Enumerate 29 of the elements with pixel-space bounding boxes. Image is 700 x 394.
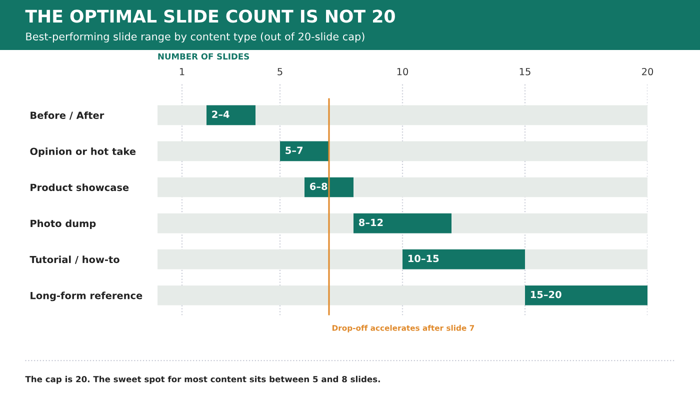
chart-title: THE OPTIMAL SLIDE COUNT IS NOT 20 — [25, 10, 395, 23]
data-label: 15–20 — [530, 290, 562, 298]
x-tick-label: 1 — [180, 68, 184, 76]
y-tick-label: Tutorial / how-to — [30, 256, 120, 264]
x-axis-title: NUMBER OF SLIDES — [158, 53, 249, 60]
data-label: 10–15 — [408, 254, 439, 262]
bar — [158, 177, 648, 198]
y-tick-label: Photo dump — [30, 220, 96, 230]
x-tick-label: 10 — [397, 68, 408, 76]
data-label: 2–4 — [212, 110, 230, 118]
x-tick-label: 5 — [278, 68, 282, 76]
bar — [525, 285, 648, 306]
data-label: 6–8 — [310, 182, 328, 190]
text: The cap is 20. The sweet spot for most content sits between 5 and 8 slides. — [25, 376, 380, 384]
data-label: 8–12 — [358, 218, 383, 226]
bar — [354, 213, 452, 234]
y-tick-label: Long-form reference — [30, 292, 142, 302]
bar — [206, 105, 256, 126]
x-tick-label: 15 — [520, 68, 530, 76]
y-tick-label: Before / After — [30, 111, 104, 120]
data-label: 5–7 — [286, 146, 303, 154]
y-tick-label: Opinion or hot take — [30, 148, 136, 157]
bar — [280, 141, 329, 162]
y-tick-label: Product showcase — [30, 184, 129, 192]
chart-subtitle: Best-performing slide range by content type (out of 20-slide cap) — [26, 32, 364, 42]
bar — [158, 141, 648, 162]
bar — [158, 105, 648, 126]
x-tick-label: 20 — [642, 68, 654, 76]
bar — [402, 249, 525, 270]
